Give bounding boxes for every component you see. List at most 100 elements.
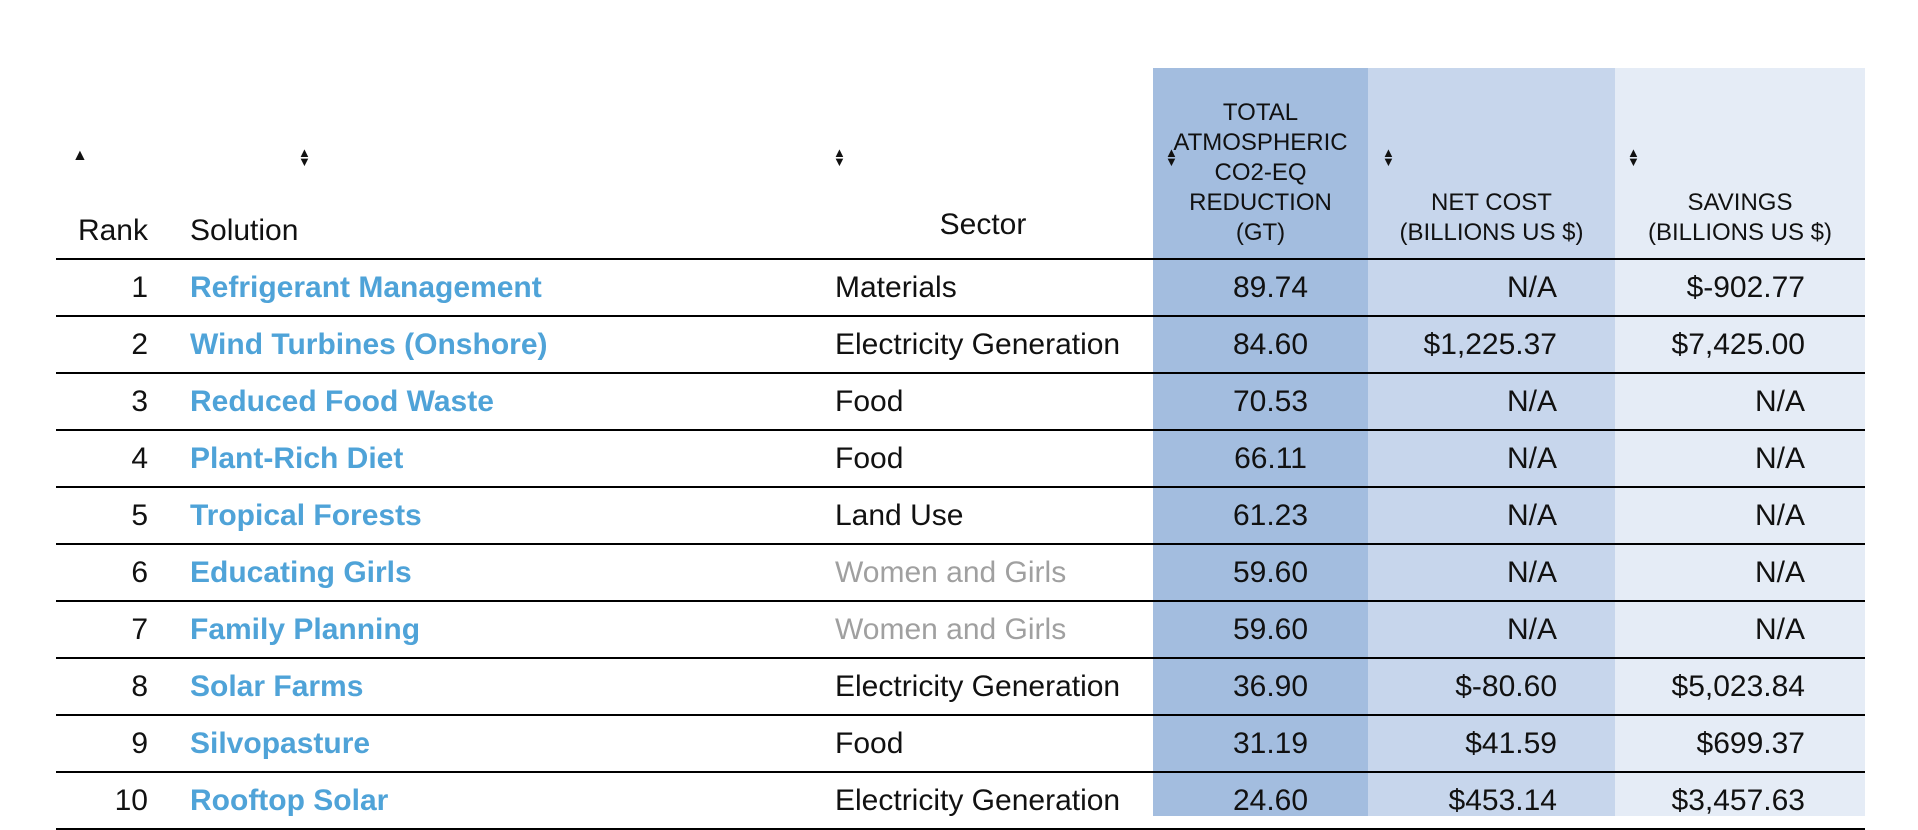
header-net-cost[interactable]: ▲ ▼ NET COST (BILLIONS US $): [1368, 68, 1615, 260]
table-row: 6 Educating Girls Women and Girls 59.60 N/A N…: [56, 544, 1865, 602]
header-savings[interactable]: ▲ ▼ SAVINGS (BILLIONS US $): [1615, 68, 1865, 260]
co2-reduction-cell: 70.53: [1153, 373, 1368, 431]
sort-both-icon[interactable]: ▲ ▼: [1165, 145, 1178, 169]
savings-cell: $3,457.63: [1615, 772, 1865, 830]
header-cost-line: NET COST: [1431, 189, 1552, 216]
net-cost-cell: $1,225.37: [1368, 316, 1615, 374]
header-co2-reduction[interactable]: ▲ ▼ TOTAL ATMOSPHERIC CO2-EQ REDUCTION (G…: [1153, 68, 1368, 260]
sector-cell: Food: [813, 373, 1153, 431]
sector-cell: Food: [813, 715, 1153, 773]
solutions-table: ▲ Rank ▲ ▼ Solution ▲ ▼ Sector ▲ ▼ TOTAL AT…: [56, 68, 1865, 830]
co2-reduction-cell: 89.74: [1153, 259, 1368, 317]
co2-reduction-cell: 24.60: [1153, 772, 1368, 830]
solution-link[interactable]: Silvopasture: [190, 726, 371, 760]
rank-cell: 5: [56, 487, 168, 545]
net-cost-cell: N/A: [1368, 373, 1615, 431]
net-cost-cell: N/A: [1368, 430, 1615, 488]
table-row: 3 Reduced Food Waste Food 70.53 N/A N/A: [56, 373, 1865, 431]
sector-cell: Electricity Generation: [813, 316, 1153, 374]
solution-cell: Wind Turbines (Onshore): [168, 316, 813, 374]
sector-cell: Electricity Generation: [813, 772, 1153, 830]
savings-cell: $699.37: [1615, 715, 1865, 773]
solution-link[interactable]: Plant-Rich Diet: [190, 441, 404, 475]
sector-cell: Women and Girls: [813, 601, 1153, 659]
header-co2-line: REDUCTION: [1189, 189, 1332, 216]
header-co2-line: ATMOSPHERIC: [1173, 129, 1348, 156]
header-co2-line: TOTAL: [1222, 99, 1299, 126]
solution-cell: Silvopasture: [168, 715, 813, 773]
rank-cell: 2: [56, 316, 168, 374]
header-co2-line: (GT): [1235, 219, 1286, 246]
table-row: 4 Plant-Rich Diet Food 66.11 N/A N/A: [56, 430, 1865, 488]
rank-cell: 8: [56, 658, 168, 716]
solution-link[interactable]: Solar Farms: [190, 669, 364, 703]
net-cost-cell: $-80.60: [1368, 658, 1615, 716]
co2-reduction-cell: 36.90: [1153, 658, 1368, 716]
solution-link[interactable]: Educating Girls: [190, 555, 412, 589]
sector-cell: Food: [813, 430, 1153, 488]
header-rank[interactable]: ▲ Rank: [56, 68, 168, 260]
solution-cell: Solar Farms: [168, 658, 813, 716]
header-solution[interactable]: ▲ ▼ Solution: [168, 68, 813, 260]
net-cost-cell: N/A: [1368, 601, 1615, 659]
sort-both-icon[interactable]: ▲ ▼: [298, 145, 311, 169]
table-row: 9 Silvopasture Food 31.19 $41.59 $699.37: [56, 715, 1865, 773]
solution-cell: Refrigerant Management: [168, 259, 813, 317]
rank-cell: 10: [56, 772, 168, 830]
header-co2-line: CO2-EQ: [1214, 159, 1307, 186]
table-row: 8 Solar Farms Electricity Generation 36.90 $…: [56, 658, 1865, 716]
rank-cell: 1: [56, 259, 168, 317]
rank-cell: 3: [56, 373, 168, 431]
sector-cell: Women and Girls: [813, 544, 1153, 602]
header-co2-label: TOTAL ATMOSPHERIC CO2-EQ REDUCTION (GT): [1173, 98, 1347, 248]
header-sector[interactable]: ▲ ▼ Sector: [813, 68, 1153, 260]
savings-cell: $-902.77: [1615, 259, 1865, 317]
header-rank-label: Rank: [77, 214, 148, 247]
co2-reduction-cell: 61.23: [1153, 487, 1368, 545]
co2-reduction-cell: 59.60: [1153, 544, 1368, 602]
sector-cell: Electricity Generation: [813, 658, 1153, 716]
header-row: ▲ Rank ▲ ▼ Solution ▲ ▼ Sector ▲ ▼ TOTAL AT…: [56, 68, 1865, 260]
rank-cell: 6: [56, 544, 168, 602]
table-body: 1 Refrigerant Management Materials 89.74 N/A…: [56, 259, 1865, 830]
sort-both-icon[interactable]: ▲ ▼: [1382, 145, 1395, 169]
header-cost-line: (BILLIONS US $): [1399, 219, 1584, 246]
solution-link[interactable]: Reduced Food Waste: [190, 384, 494, 418]
solution-cell: Reduced Food Waste: [168, 373, 813, 431]
header-savings-line: SAVINGS: [1687, 189, 1793, 216]
co2-reduction-cell: 31.19: [1153, 715, 1368, 773]
savings-cell: $5,023.84: [1615, 658, 1865, 716]
net-cost-cell: N/A: [1368, 487, 1615, 545]
savings-cell: N/A: [1615, 601, 1865, 659]
solution-link[interactable]: Wind Turbines (Onshore): [190, 327, 548, 361]
rank-cell: 7: [56, 601, 168, 659]
solution-link[interactable]: Family Planning: [190, 612, 421, 646]
rank-cell: 9: [56, 715, 168, 773]
header-savings-label: SAVINGS (BILLIONS US $): [1648, 188, 1832, 248]
table-row: 5 Tropical Forests Land Use 61.23 N/A N/A: [56, 487, 1865, 545]
savings-cell: N/A: [1615, 373, 1865, 431]
sector-cell: Land Use: [813, 487, 1153, 545]
table-header: ▲ Rank ▲ ▼ Solution ▲ ▼ Sector ▲ ▼ TOTAL AT…: [56, 68, 1865, 260]
solution-link[interactable]: Refrigerant Management: [190, 270, 542, 304]
sort-ascending-icon[interactable]: ▲: [72, 147, 88, 164]
table-row: 10 Rooftop Solar Electricity Generation 24.…: [56, 772, 1865, 830]
savings-cell: N/A: [1615, 544, 1865, 602]
table-row: 7 Family Planning Women and Girls 59.60 N/A N…: [56, 601, 1865, 659]
header-sector-label: Sector: [939, 208, 1027, 241]
co2-reduction-cell: 59.60: [1153, 601, 1368, 659]
savings-cell: N/A: [1615, 487, 1865, 545]
solution-cell: Tropical Forests: [168, 487, 813, 545]
header-solution-label: Solution: [190, 214, 299, 247]
solution-link[interactable]: Tropical Forests: [190, 498, 422, 532]
savings-cell: N/A: [1615, 430, 1865, 488]
solution-cell: Rooftop Solar: [168, 772, 813, 830]
solution-link[interactable]: Rooftop Solar: [190, 783, 389, 817]
sort-both-icon[interactable]: ▲ ▼: [833, 145, 846, 169]
table-row: 1 Refrigerant Management Materials 89.74 N/A…: [56, 259, 1865, 317]
table-row: 2 Wind Turbines (Onshore) Electricity Gene…: [56, 316, 1865, 374]
sort-both-icon[interactable]: ▲ ▼: [1627, 145, 1640, 169]
net-cost-cell: N/A: [1368, 544, 1615, 602]
solution-cell: Family Planning: [168, 601, 813, 659]
